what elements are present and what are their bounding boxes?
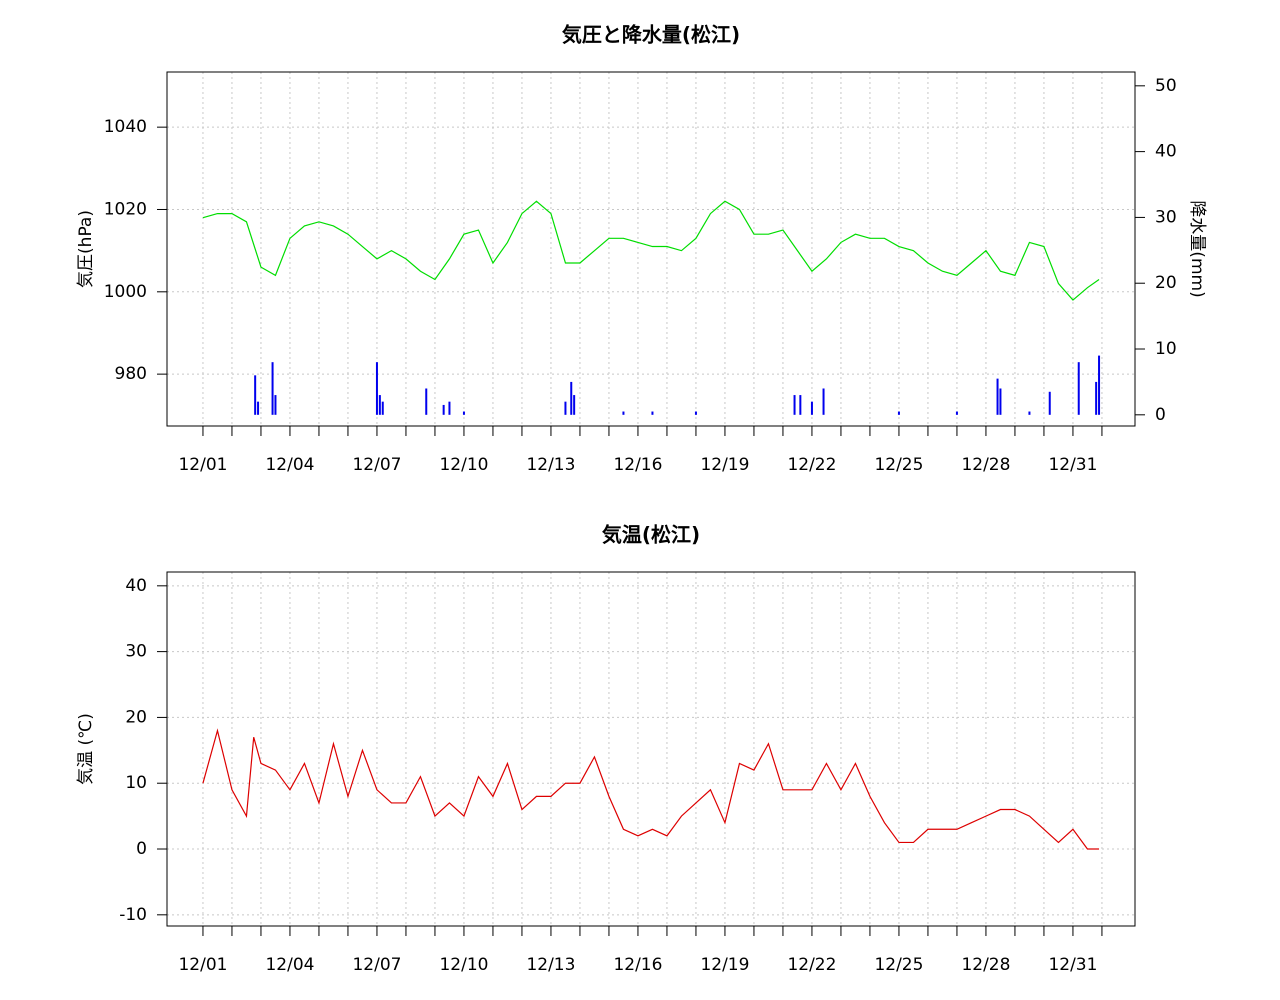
x-tick-label: 12/16 — [613, 955, 662, 975]
bar — [442, 404, 445, 415]
y-axis-label: 気温 (℃) — [76, 713, 96, 785]
bar — [1077, 362, 1080, 415]
x-tick-label: 12/10 — [439, 955, 488, 975]
bar — [694, 411, 697, 415]
y-tick-label: 30 — [125, 642, 147, 662]
x-tick-label: 12/01 — [178, 955, 227, 975]
bar — [622, 411, 625, 415]
x-tick-label: 12/22 — [787, 955, 836, 975]
bar — [274, 395, 277, 415]
bar — [996, 378, 999, 415]
y-tick-label: 20 — [125, 707, 147, 727]
bar — [793, 395, 796, 415]
x-tick-label: 12/22 — [787, 455, 836, 475]
y2-tick-label: 0 — [1155, 405, 1166, 425]
bar — [425, 388, 428, 415]
bar — [462, 411, 465, 415]
x-tick-label: 12/07 — [352, 455, 401, 475]
bar — [375, 362, 378, 415]
chart-title: 気温(松江) — [602, 523, 700, 547]
y-tick-label: 10 — [125, 773, 147, 793]
y-tick-label: 40 — [125, 576, 147, 596]
bar — [897, 411, 900, 415]
x-tick-label: 12/19 — [700, 455, 749, 475]
y-tick-label: 980 — [115, 364, 147, 384]
x-tick-label: 12/04 — [265, 455, 314, 475]
bar — [378, 395, 381, 415]
x-tick-label: 12/28 — [961, 955, 1010, 975]
bar — [1098, 355, 1101, 415]
x-tick-label: 12/25 — [874, 955, 923, 975]
bar — [257, 401, 260, 415]
bar — [822, 388, 825, 415]
bar — [570, 381, 573, 415]
bar — [564, 401, 567, 415]
x-tick-label: 12/28 — [961, 455, 1010, 475]
x-tick-label: 12/04 — [265, 955, 314, 975]
x-tick-label: 12/13 — [526, 955, 575, 975]
bar — [999, 388, 1002, 415]
y2-tick-label: 30 — [1155, 207, 1177, 227]
y-axis-label: 気圧(hPa) — [76, 210, 96, 288]
x-tick-label: 12/10 — [439, 455, 488, 475]
x-tick-label: 12/19 — [700, 955, 749, 975]
x-tick-label: 12/16 — [613, 455, 662, 475]
data-line — [202, 728, 1100, 850]
bar — [254, 375, 257, 415]
y2-tick-label: 20 — [1155, 273, 1177, 293]
x-tick-label: 12/31 — [1048, 455, 1097, 475]
bar — [1048, 391, 1051, 415]
plot-frame — [166, 571, 1136, 927]
bar — [381, 401, 384, 415]
y2-axis-label: 降水量(mm) — [1187, 200, 1207, 297]
x-tick-label: 12/25 — [874, 455, 923, 475]
data-line — [202, 200, 1100, 301]
y2-tick-label: 40 — [1155, 142, 1177, 162]
x-tick-label: 12/07 — [352, 955, 401, 975]
bar — [799, 395, 802, 415]
y-tick-label: 1020 — [104, 199, 147, 219]
bar — [1028, 411, 1031, 415]
x-tick-label: 12/13 — [526, 455, 575, 475]
bar — [573, 395, 576, 415]
y2-tick-label: 50 — [1155, 76, 1177, 96]
y2-tick-label: 10 — [1155, 339, 1177, 359]
y-tick-label: -10 — [119, 905, 147, 925]
bar — [955, 411, 958, 415]
bar — [448, 401, 451, 415]
x-tick-label: 12/01 — [178, 455, 227, 475]
bar — [271, 362, 274, 415]
y-tick-label: 1000 — [104, 282, 147, 302]
y-tick-label: 1040 — [104, 117, 147, 137]
bar — [810, 401, 813, 415]
x-tick-label: 12/31 — [1048, 955, 1097, 975]
plot-frame — [166, 71, 1136, 427]
y-tick-label: 0 — [136, 839, 147, 859]
bar — [651, 411, 654, 415]
chart-title: 気圧と降水量(松江) — [562, 23, 740, 47]
bar — [1095, 381, 1098, 415]
